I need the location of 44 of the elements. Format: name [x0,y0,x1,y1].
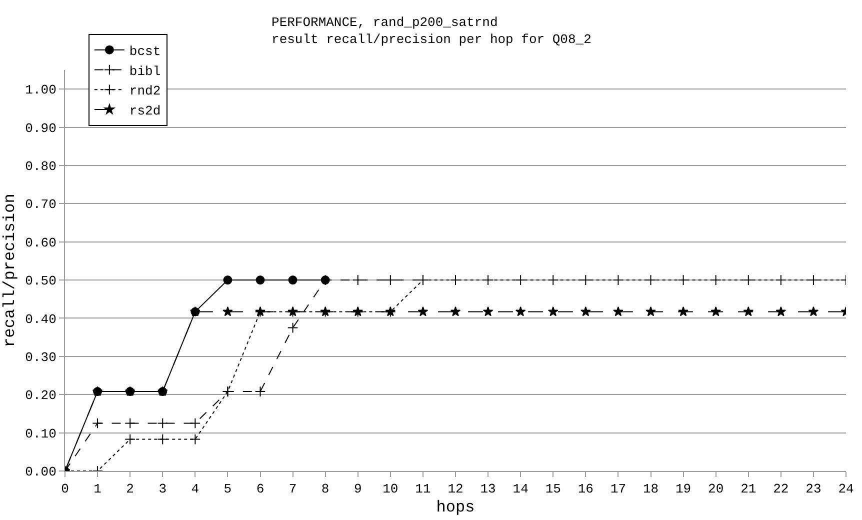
x-tick-label: 7 [288,482,297,497]
x-tick-label: 15 [545,482,561,497]
x-tick-label: 14 [512,482,529,497]
y-tick-label: 0.50 [25,274,56,289]
x-tick-label: 1 [94,482,102,497]
legend-label: rnd2 [129,84,161,99]
x-tick-label: 6 [256,482,264,497]
x-tick-label: 24 [838,482,854,497]
x-tick-label: 3 [158,482,167,497]
y-tick-label: 0.70 [25,197,56,212]
x-tick-label: 11 [415,482,431,497]
y-tick-label: 0.90 [25,120,56,136]
legend-label: bibl [129,64,161,79]
y-tick-label: 0.10 [25,426,56,442]
x-tick-label: 10 [382,482,398,497]
x-tick-label: 20 [708,482,724,497]
x-tick-label: 23 [806,482,822,497]
legend-label: rs2d [129,104,161,119]
x-tick-label: 12 [448,482,464,497]
x-tick-label: 17 [610,482,626,497]
x-tick-label: 13 [480,482,496,497]
x-axis-title: hops [436,498,475,516]
x-tick-label: 18 [642,482,659,497]
y-axis-title: recall/precision [1,194,20,348]
x-tick-label: 0 [61,482,69,497]
y-tick-label: 0.20 [25,388,56,404]
y-tick-label: 0.60 [25,235,56,250]
x-tick-label: 16 [578,482,594,497]
x-tick-label: 9 [354,482,362,497]
y-tick-label: 0.00 [25,464,56,480]
x-tick-label: 19 [675,482,692,497]
x-tick-label: 5 [224,482,232,497]
x-tick-label: 4 [191,482,200,497]
y-tick-label: 0.30 [25,350,56,365]
y-tick-label: 0.40 [25,312,56,327]
y-tick-label: 1.00 [25,82,56,98]
x-tick-label: 21 [740,482,756,497]
x-tick-label: 8 [321,482,330,497]
chart-subtitle: result recall/precision per hop for Q08_2 [272,32,592,47]
x-tick-label: 22 [773,482,789,497]
chart-title: PERFORMANCE, rand_p200_satrnd [272,15,498,30]
y-tick-label: 0.80 [25,159,56,174]
x-tick-label: 2 [126,482,134,497]
legend-label: bcst [129,44,161,59]
